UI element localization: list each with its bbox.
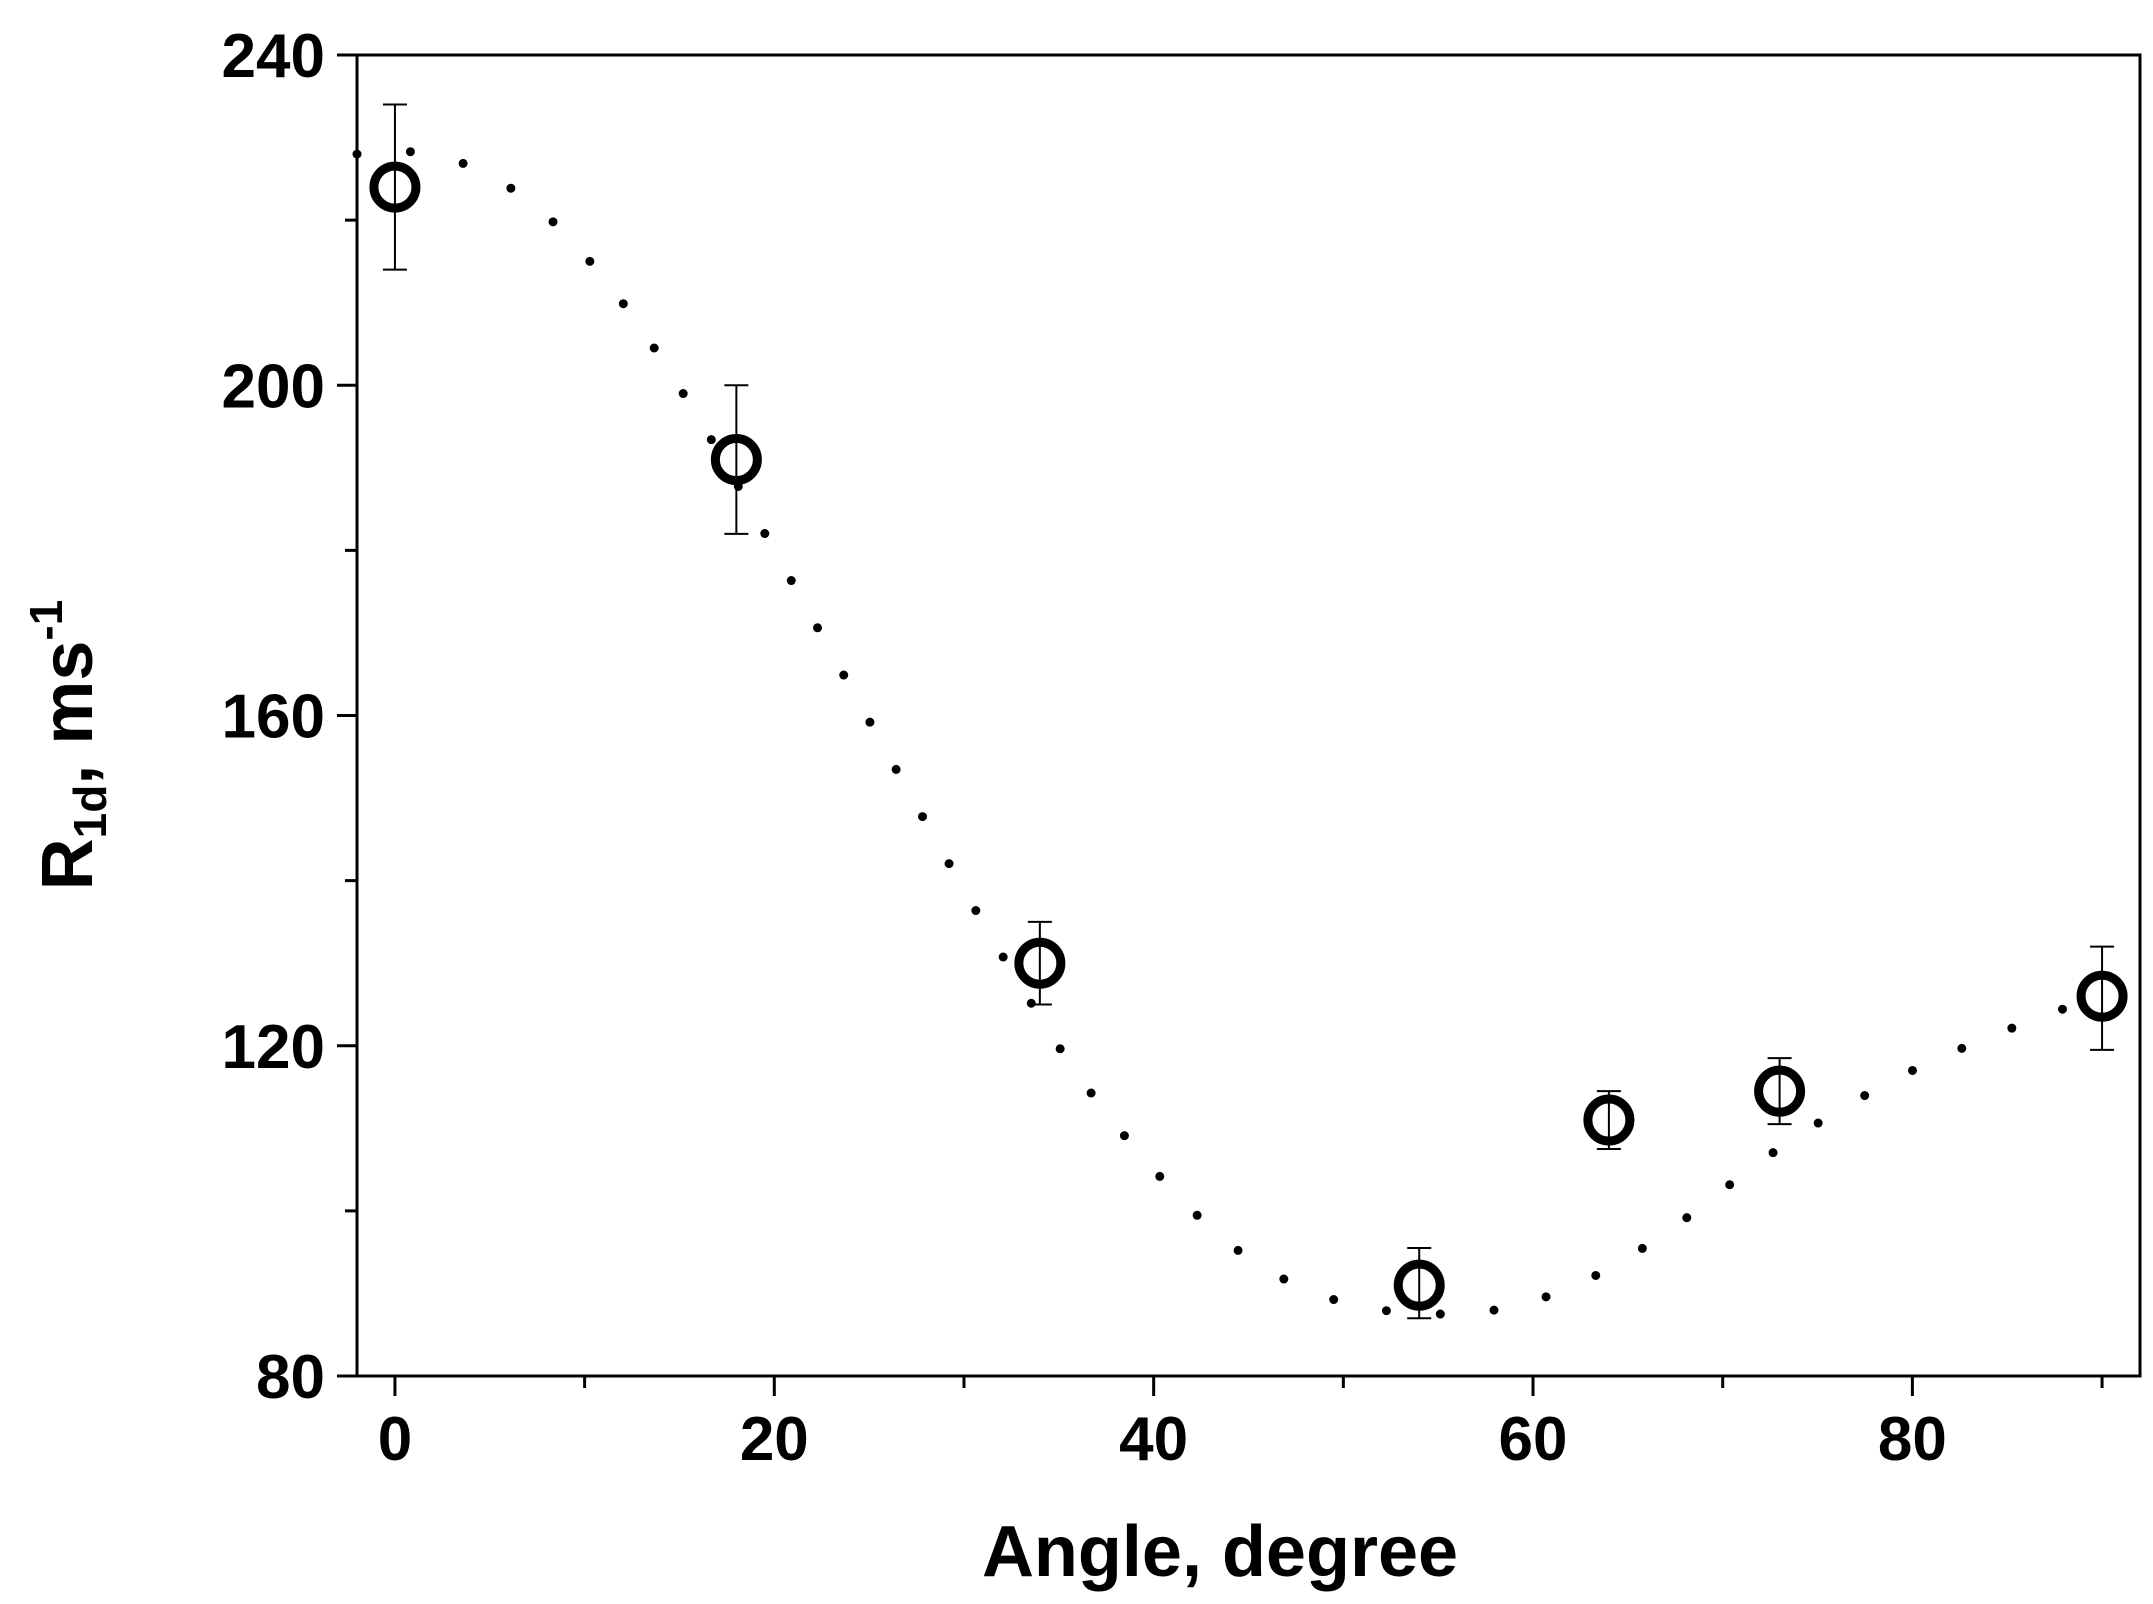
data-point [1754,1065,1806,1117]
y-axis-title-base: R [28,838,108,890]
data-series [369,103,2128,1320]
tick-labels: 0 20 40 60 80 80 120 160 200 240 [222,22,1947,1474]
data-point [2076,970,2128,1022]
data-point [1393,1259,1445,1311]
y-tick-label: 120 [222,1013,325,1082]
data-point [369,161,421,213]
y-axis-title-rest: , ms [28,641,108,785]
data-point [710,434,762,486]
y-tick-label: 80 [256,1343,325,1412]
fit-curve [352,145,2107,1319]
y-axis-title-sup: -1 [20,600,72,641]
y-tick-label: 160 [222,683,325,752]
x-axis-title: Angle, degree [982,1512,1458,1592]
x-tick-label: 20 [740,1405,809,1474]
x-tick-label: 80 [1878,1405,1947,1474]
x-tick-label: 40 [1119,1405,1188,1474]
y-axis-title: R1d, ms-1 [20,600,116,891]
data-point [1583,1094,1635,1146]
axis-ticks [337,53,2104,1396]
data-point [1014,937,1066,989]
plot-frame [355,53,2142,1378]
fit-curve-path [352,145,2107,1319]
x-tick-label: 0 [378,1405,412,1474]
y-axis-title-sub: 1d [64,785,116,839]
y-tick-label: 200 [222,352,325,421]
x-tick-label: 60 [1499,1405,1568,1474]
y-tick-label: 240 [222,22,325,91]
